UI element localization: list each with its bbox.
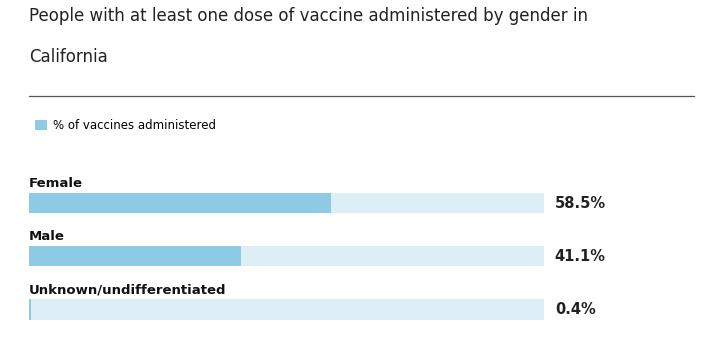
Text: People with at least one dose of vaccine administered by gender in: People with at least one dose of vaccine… xyxy=(29,7,588,25)
Bar xyxy=(29,246,544,267)
Bar xyxy=(29,193,544,213)
Text: Male: Male xyxy=(29,230,65,243)
Text: 58.5%: 58.5% xyxy=(555,196,606,211)
Bar xyxy=(29,246,241,267)
Text: Female: Female xyxy=(29,177,83,190)
Bar xyxy=(29,299,31,320)
Bar xyxy=(29,299,544,320)
Text: 0.4%: 0.4% xyxy=(555,302,596,317)
Bar xyxy=(29,193,330,213)
Legend: % of vaccines administered: % of vaccines administered xyxy=(35,119,215,132)
Text: California: California xyxy=(29,48,108,66)
Text: Unknown/undifferentiated: Unknown/undifferentiated xyxy=(29,283,226,296)
Text: 41.1%: 41.1% xyxy=(555,249,606,264)
